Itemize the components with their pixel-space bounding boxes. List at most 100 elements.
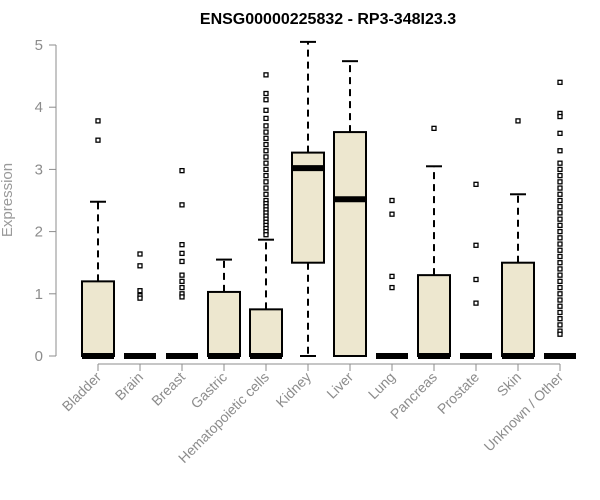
y-axis-label: Expression — [0, 163, 16, 237]
outlier-point — [557, 160, 563, 166]
x-tick-label: Liver — [323, 369, 356, 402]
outlier-point — [263, 135, 269, 141]
outlier-point — [263, 115, 269, 122]
outlier-point — [557, 272, 563, 278]
box-skin — [501, 118, 535, 359]
box-prostate — [460, 181, 492, 359]
outlier-point — [557, 185, 563, 191]
outlier-point — [473, 276, 479, 283]
box-body — [81, 280, 115, 357]
outlier-point — [557, 179, 563, 185]
x-tick-label: Pancreas — [387, 369, 440, 422]
outlier-point — [263, 172, 269, 179]
outlier-point — [557, 130, 563, 136]
y-tick-label: 5 — [35, 37, 43, 54]
outlier-point — [179, 272, 185, 278]
x-tick-label: Breast — [148, 369, 188, 409]
outlier-point — [263, 154, 269, 160]
y-axis: 0 1 2 3 4 5 — [35, 37, 57, 365]
boxes-layer — [81, 40, 576, 359]
x-tick-label: Brain — [112, 369, 146, 403]
outlier-point — [389, 273, 395, 280]
outlier-point — [557, 316, 563, 322]
outlier-point — [557, 222, 563, 229]
outlier-point — [263, 123, 269, 129]
outlier-point — [473, 242, 479, 248]
outlier-point — [389, 197, 395, 204]
outlier-point — [515, 118, 521, 124]
x-tick-label: Lung — [365, 369, 398, 402]
x-tick-label: Prostate — [434, 369, 482, 417]
outlier-point — [557, 278, 563, 285]
y-tick-label: 4 — [35, 99, 43, 116]
box-breast — [166, 167, 198, 359]
outlier-point — [431, 125, 437, 131]
outlier-point — [179, 250, 185, 257]
outlier-point — [557, 166, 563, 173]
outlier-point — [263, 191, 269, 197]
box-body — [501, 261, 535, 358]
outlier-point — [557, 172, 563, 179]
outlier-point — [263, 160, 269, 166]
outlier-point — [95, 118, 101, 124]
outlier-point — [263, 129, 269, 135]
x-tick-label: Kidney — [273, 369, 315, 411]
outlier-point — [137, 251, 143, 257]
outlier-point — [263, 185, 269, 191]
box-body — [207, 290, 241, 357]
outlier-point — [473, 300, 479, 306]
box-bladder — [81, 118, 115, 359]
outlier-point — [557, 210, 563, 216]
outlier-point — [263, 148, 269, 154]
x-tick-label: Bladder — [59, 369, 105, 415]
outlier-point — [557, 253, 563, 260]
outlier-point — [557, 266, 563, 272]
outlier-point — [557, 216, 563, 222]
outlier-point — [557, 297, 563, 303]
x-tick-label: Skin — [494, 369, 525, 400]
box-pancreas — [417, 125, 451, 359]
box-hematopoietic-cells — [249, 72, 283, 359]
outlier-point — [557, 113, 563, 120]
outlier-point — [557, 291, 563, 297]
outlier-point — [263, 97, 269, 103]
outlier-point — [557, 284, 563, 291]
box-body — [417, 274, 451, 358]
outlier-point — [179, 258, 185, 265]
box-gastric — [207, 258, 241, 359]
outlier-point — [179, 278, 185, 285]
box-lung — [376, 197, 408, 359]
outlier-point — [557, 148, 563, 154]
outlier-point — [263, 107, 269, 113]
outlier-point — [557, 241, 563, 247]
box-unknown-other — [544, 79, 576, 359]
outlier-point — [557, 322, 563, 328]
outlier-point — [263, 90, 269, 97]
outlier-point — [263, 179, 269, 185]
box-body — [333, 131, 367, 357]
outlier-point — [557, 228, 563, 235]
x-tick-label: Unknown / Other — [481, 369, 567, 455]
outlier-point — [137, 263, 143, 269]
outlier-point — [557, 191, 563, 197]
outlier-point — [179, 284, 185, 291]
box-body — [249, 308, 283, 358]
outlier-point — [179, 294, 185, 300]
y-tick-label: 0 — [35, 348, 43, 365]
outlier-point — [557, 79, 563, 85]
outlier-point — [557, 204, 563, 210]
outlier-point — [179, 202, 185, 208]
outlier-point — [557, 331, 563, 337]
outlier-point — [263, 166, 269, 173]
outlier-point — [179, 242, 185, 248]
outlier-point — [389, 284, 395, 291]
outlier-point — [263, 72, 269, 78]
outlier-point — [557, 247, 563, 253]
outlier-point — [263, 232, 269, 238]
outlier-point — [95, 137, 101, 143]
outlier-point — [137, 288, 143, 294]
outlier-point — [557, 235, 563, 241]
outlier-point — [473, 181, 479, 187]
